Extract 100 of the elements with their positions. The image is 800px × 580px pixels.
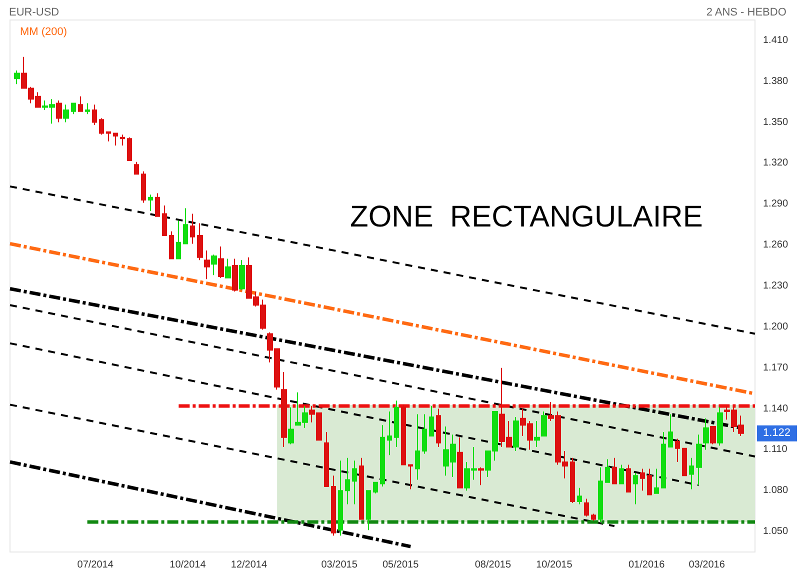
candlestick [85,102,90,115]
candlestick [570,457,575,504]
candlestick [239,260,245,291]
candlestick [99,118,104,136]
candlestick [190,213,195,244]
y-tick-label: 1.410 [763,34,788,46]
candlestick [591,513,596,522]
candlestick [71,102,76,115]
y-tick-label: 1.230 [763,280,788,292]
candlestick [541,410,547,437]
annotation: 1.122 [763,426,791,439]
candlestick [633,472,638,505]
candlestick [513,416,519,452]
candlestick [141,170,146,204]
candlestick [380,424,385,488]
candlestick [232,258,238,292]
candlestick [682,448,687,476]
candlestick [654,468,659,494]
candlestick [183,208,188,244]
candlestick [78,96,83,112]
x-tick-label: 10/2015 [536,560,573,570]
candlestick [710,426,716,445]
candlestick [703,418,709,450]
candlestick [134,161,139,175]
candlestick [584,498,589,518]
candlestick [619,464,624,484]
candlestick [457,436,463,488]
candlestick [14,70,20,85]
y-tick-label: 1.200 [763,321,788,332]
y-tick-label: 1.320 [763,158,788,169]
candlestick [120,134,125,146]
candlestick [415,414,420,480]
y-tick-label: 1.080 [763,485,788,496]
y-tick-label: 1.140 [763,403,788,414]
candlestick [56,100,62,123]
candlestick [338,460,343,536]
y-tick-label: 1.170 [763,362,788,374]
candlestick [408,464,413,490]
candlestick [598,466,603,522]
x-tick-label: 03/2016 [688,560,726,570]
x-tick-label: 10/2014 [170,560,206,570]
candlestick [401,404,406,466]
x-tick-label: 01/2016 [628,560,666,570]
x-tick-label: 03/2015 [321,560,358,570]
candlestick [640,468,645,492]
candlestick [162,205,167,236]
y-tick-label: 1.110 [763,444,788,456]
candlestick [366,490,371,531]
candlestick [436,408,441,448]
x-tick-label: 12/2014 [230,560,268,570]
candlestick [359,457,364,520]
candlestick [345,457,350,505]
candlestick [218,246,224,278]
candlestick [127,136,132,162]
candlestick [534,420,540,448]
annotation: ZONE RECTANGULAIRE [350,200,703,234]
candlestick [225,258,231,278]
candlestick [113,132,118,146]
candlestick [689,457,694,490]
candlestick [577,487,582,505]
candlestick [169,230,174,260]
candlestick [429,406,434,437]
candlestick [668,414,673,448]
candlestick [281,371,287,448]
candlestick [605,458,610,483]
candlestick [148,194,153,212]
chart-title: EUR-USD [9,6,60,18]
y-tick-label: 1.050 [763,526,788,538]
chart-subtitle: 2 ANS - HEBDO [706,6,787,18]
x-tick-label: 08/2015 [474,560,512,570]
candlestick [197,222,203,261]
candlestick [675,438,680,462]
y-tick-label: 1.350 [763,116,788,128]
candlestick [63,104,69,123]
candlestick [661,431,666,488]
candlestick [288,406,294,445]
x-tick-label: 05/2015 [382,560,420,570]
candlestick [155,192,160,217]
candlestick [612,457,617,484]
candlestick [211,254,217,276]
candlestick [331,475,336,536]
candlestick [717,406,723,446]
candlestick [92,104,97,126]
candlestick [394,400,399,448]
candlestick [422,414,427,454]
candlestick [106,131,111,142]
candlestick [352,460,357,505]
candlestick [647,468,652,496]
candlestick [176,220,181,260]
text: MM (200) [20,26,68,38]
candlestick [373,482,378,494]
x-tick-label: 07/2014 [77,560,114,570]
candlestick [204,250,210,280]
candlestick [324,431,329,488]
y-tick-label: 1.290 [763,198,788,210]
candlestick [478,466,484,486]
candlestick [696,434,702,486]
candlestick [626,464,631,492]
candlestick [387,410,392,456]
y-tick-label: 1.380 [763,76,788,87]
